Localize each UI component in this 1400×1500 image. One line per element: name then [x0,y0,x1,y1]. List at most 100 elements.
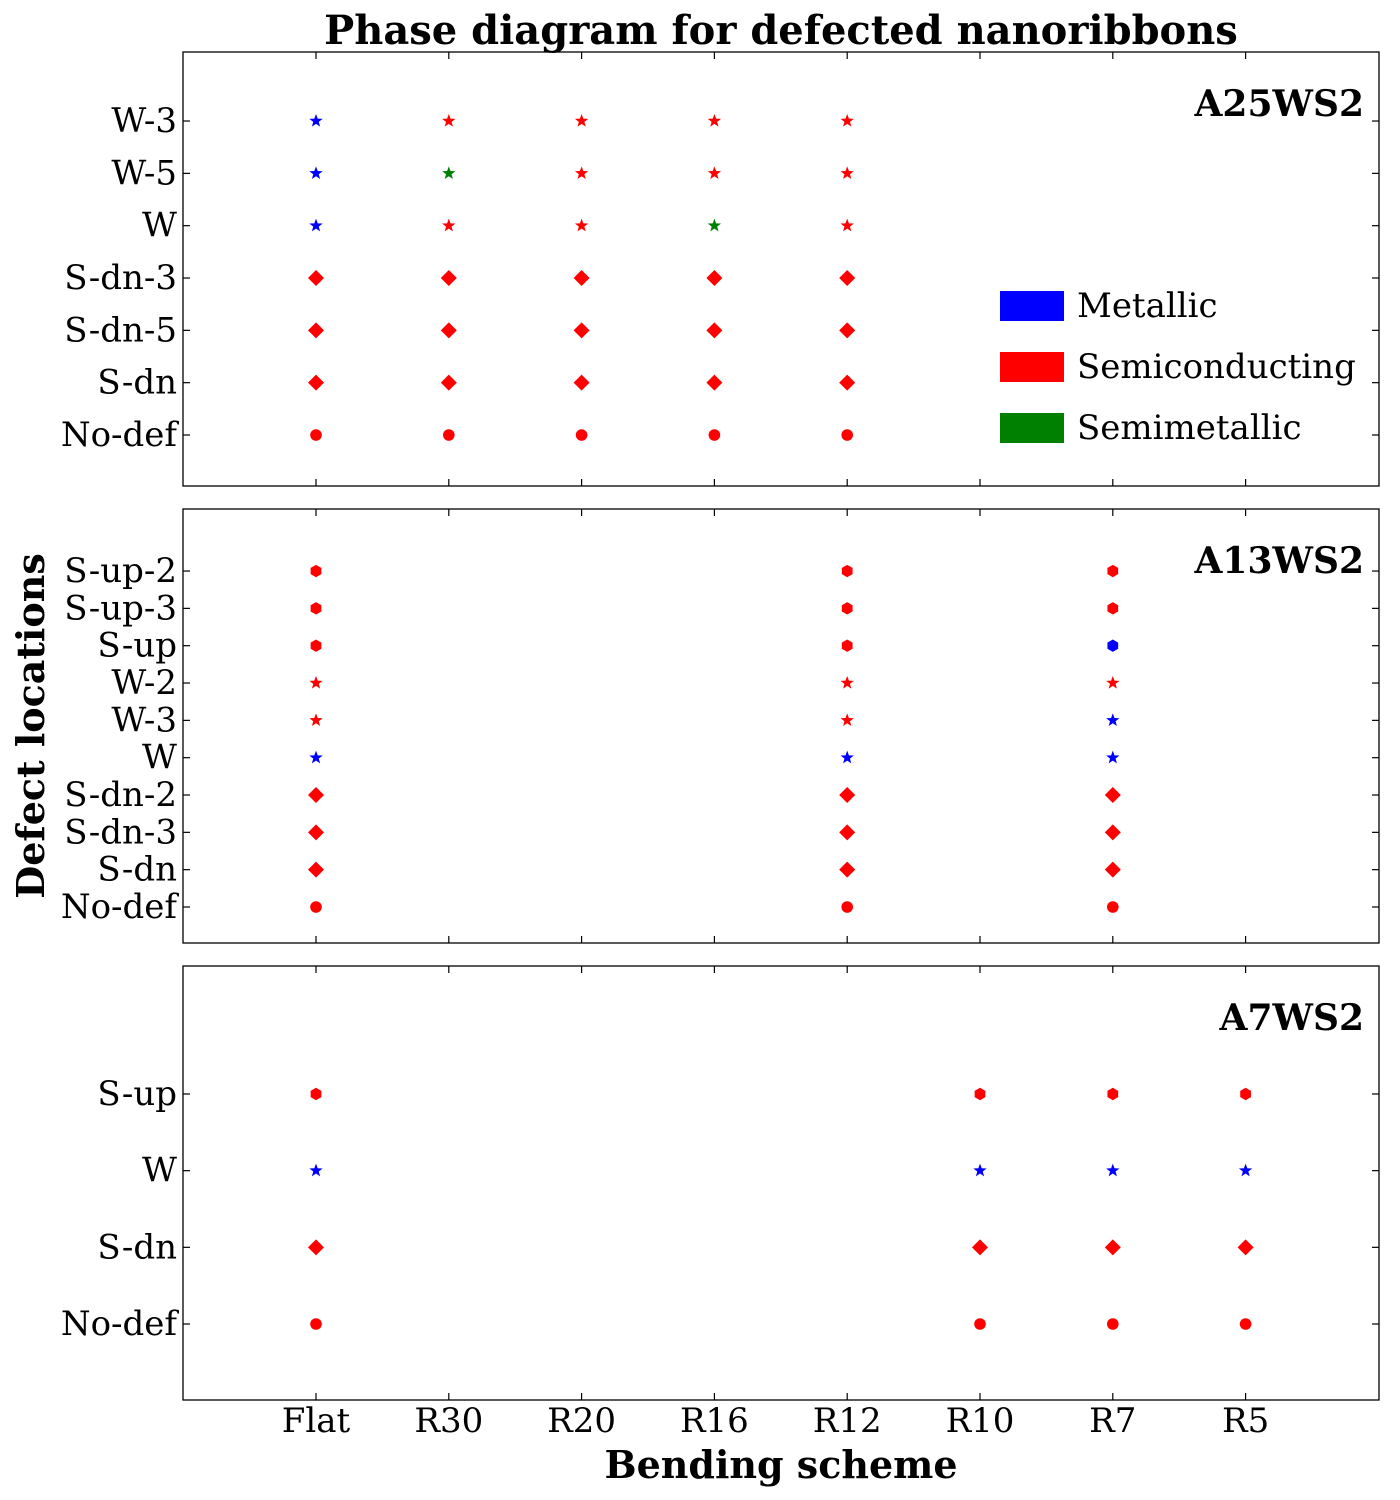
data-point-s-dn-5-r20 [573,322,590,339]
data-point-s-dn-r12 [839,374,856,391]
data-point-w-r30 [442,218,456,232]
data-point-s-up-r12 [841,639,853,652]
x-tick-label: R5 [1222,1401,1269,1441]
x-tick-label: R16 [680,1401,749,1441]
panel-label: A25WS2 [1193,83,1364,125]
chart-title: Phase diagram for defected nanoribbons [324,7,1238,54]
data-point-no-def-r10 [974,1318,986,1330]
y-tick-label: S-dn [97,850,177,890]
y-tick-label: S-up-2 [64,551,177,591]
data-point-s-dn-3-r30 [440,270,457,287]
y-tick-label: S-dn-3 [64,258,177,298]
data-point-s-dn-r7 [1104,1239,1121,1256]
data-point-w-3-r12 [840,114,854,127]
data-point-w-3-r30 [442,114,456,127]
data-point-s-dn-2-r7 [1104,787,1121,804]
y-tick-label: S-up-3 [64,588,177,628]
y-tick-label: S-dn [97,1227,177,1267]
y-tick-label: W [142,738,177,778]
y-tick-label: S-dn [97,363,177,403]
y-tick-label: S-dn-5 [64,310,177,350]
data-point-w-2-flat [309,676,323,689]
data-point-no-def-r5 [1239,1318,1252,1330]
data-point-w-r5 [1238,1163,1253,1177]
data-point-no-def-flat [310,429,322,441]
data-point-w-r12 [840,750,854,764]
data-point-s-dn-r5 [1237,1239,1254,1256]
legend-swatch-semimetallic [1000,413,1064,443]
data-point-w-r20 [574,218,589,232]
data-point-s-up-flat [310,1087,322,1101]
data-point-w-r7 [1106,1163,1120,1177]
data-point-s-up-3-r12 [841,602,853,615]
data-point-s-dn-r20 [573,374,590,391]
y-tick-label: W [142,206,177,246]
x-axis-label: Bending scheme [604,1442,957,1487]
data-point-w-3-r20 [574,114,589,127]
data-point-w-5-r16 [707,166,722,180]
legend-label-semimetallic: Semimetallic [1077,408,1302,448]
legend: Metallic Semiconducting Semimetallic [1000,286,1356,448]
y-tick-label: W-3 [111,101,177,141]
data-point-s-up-2-r12 [841,564,853,578]
data-point-s-dn-r12 [839,861,856,878]
panel-frame [182,965,1380,1401]
data-point-w-r16 [707,218,722,232]
data-point-w-5-r20 [574,166,589,180]
x-tick-label: R7 [1089,1401,1136,1441]
data-point-w-2-r12 [840,676,854,689]
data-point-s-dn-5-r16 [706,322,723,339]
data-point-s-dn-3-r20 [573,270,590,287]
x-tick-labels: Flat R30 R20 R16 R12 R10 R7 R5 [282,1401,1269,1441]
data-point-s-up-3-r7 [1107,602,1119,615]
panel-label: A13WS2 [1193,540,1364,582]
data-point-s-dn-3-r12 [839,824,856,841]
data-point-w-3-r12 [840,713,854,727]
data-point-s-dn-r16 [706,374,723,391]
x-tick-label: Flat [282,1401,351,1441]
data-point-w-2-r7 [1106,676,1120,689]
data-point-w-5-r12 [840,166,854,180]
y-tick-label: S-dn-3 [64,812,177,852]
data-point-w-flat [309,1163,323,1177]
data-point-s-dn-r10 [972,1239,988,1256]
data-point-s-dn-flat [308,374,324,391]
data-point-s-dn-5-flat [308,322,324,339]
y-tick-label: W-3 [111,700,177,740]
data-point-s-dn-r7 [1104,861,1121,878]
data-point-s-up-2-flat [310,564,322,578]
data-point-s-up-2-r7 [1107,564,1119,578]
legend-label-semiconducting: Semiconducting [1077,347,1356,387]
y-tick-label: No-def [61,415,180,455]
data-point-no-def-r12 [841,429,853,441]
panel-frame [182,508,1380,944]
data-point-s-up-r5 [1240,1087,1251,1101]
legend-swatch-semiconducting [1000,352,1064,382]
y-tick-label: No-def [61,887,180,927]
data-point-s-dn-3-r7 [1104,824,1121,841]
y-tick-label: S-up [97,626,177,666]
data-point-no-def-flat [310,1318,322,1330]
data-point-s-dn-3-r16 [706,270,723,287]
y-tick-label: No-def [61,1304,180,1344]
data-point-w-r10 [973,1163,987,1177]
data-point-s-up-3-flat [310,602,322,615]
data-point-w-5-r30 [442,166,456,180]
data-point-s-dn-flat [308,1239,324,1256]
data-point-s-up-r7 [1107,639,1119,652]
data-point-w-3-flat [309,114,323,127]
data-point-w-flat [309,750,323,764]
y-axis-label: Defect locations [8,553,53,898]
data-point-w-flat [309,218,323,232]
panel-a25ws2: No-def S-dn S-dn-5 S-dn-3 W W-5 W-3 A25WS2 [61,51,1380,487]
x-tick-label: R30 [414,1401,483,1441]
data-point-s-dn-5-r30 [440,322,457,339]
data-point-s-dn-2-r12 [839,787,856,804]
data-point-w-r12 [840,218,854,232]
data-point-w-3-r16 [707,114,722,127]
data-point-w-3-r7 [1106,713,1120,727]
data-point-w-r7 [1106,750,1120,764]
x-tick-label: R12 [813,1401,882,1441]
panel-a7ws2: No-def S-dn W S-up A7WS2 [61,965,1380,1401]
